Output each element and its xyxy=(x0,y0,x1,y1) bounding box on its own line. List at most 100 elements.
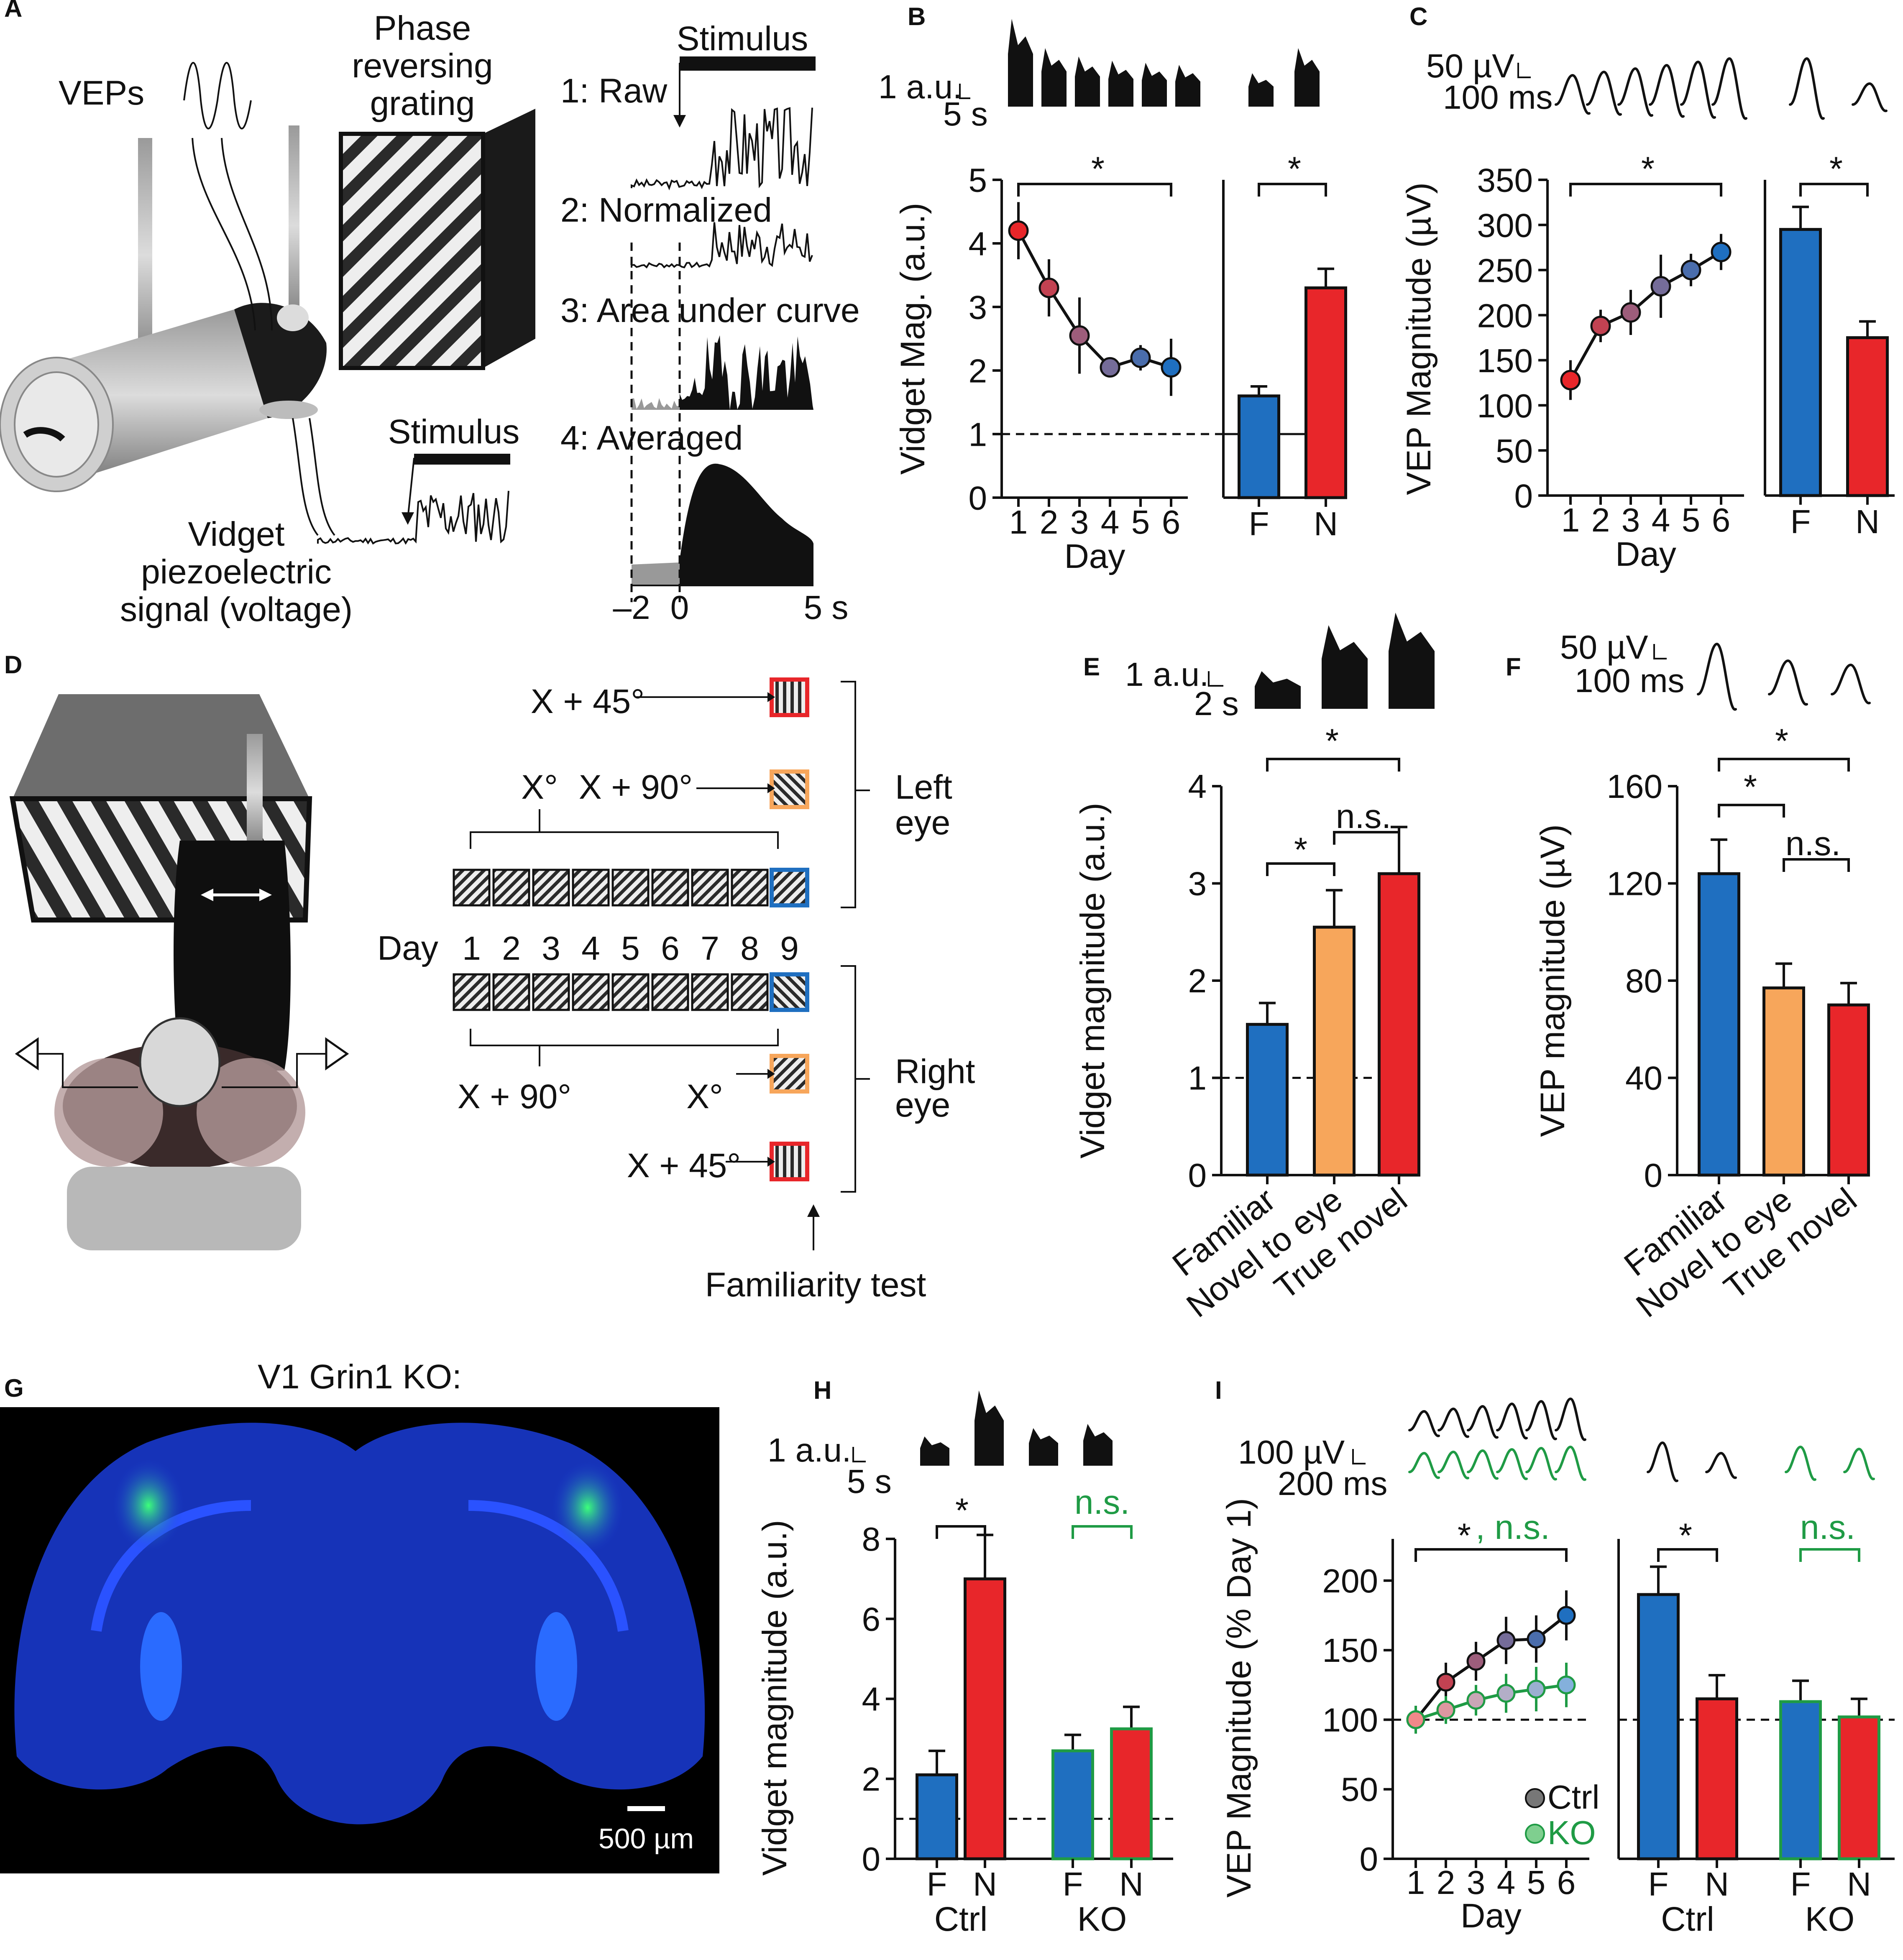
vep-wave xyxy=(1586,70,1622,116)
response-average xyxy=(680,463,813,585)
x-tick-label: 4 xyxy=(1497,1864,1516,1901)
step-raw: 1: Raw xyxy=(560,72,668,110)
significance-bracket xyxy=(936,1525,986,1539)
response-block xyxy=(1294,48,1320,107)
y-tick-label: 0 xyxy=(1360,1840,1379,1878)
x-tick-label: 5 xyxy=(1527,1864,1546,1901)
sig-star-1: * xyxy=(1775,722,1788,760)
piezo-wire-2 xyxy=(309,418,335,536)
x-tick-label: 3 xyxy=(1070,503,1089,541)
scale-y-label: 50 µV xyxy=(1426,47,1514,84)
arrow-head xyxy=(807,1204,820,1217)
bar xyxy=(1838,1715,1880,1860)
significance-bracket xyxy=(1414,1548,1568,1562)
label-x-top: X° xyxy=(521,768,558,806)
grating-screen xyxy=(339,132,485,370)
sig-star-2: * xyxy=(1294,831,1307,869)
test-plus45-top xyxy=(770,677,809,717)
signal-label-2: piezoelectric xyxy=(141,553,332,591)
vep-wave xyxy=(1852,82,1888,112)
x-tick-label: N xyxy=(1119,1865,1143,1903)
data-point xyxy=(1527,1679,1546,1699)
x-tick-label: 6 xyxy=(1712,501,1731,539)
legend-ko: KO xyxy=(1547,1814,1596,1851)
day-number: 2 xyxy=(502,930,521,967)
day-number: 5 xyxy=(621,930,640,967)
day-number: 9 xyxy=(780,930,799,967)
baseline-area xyxy=(632,398,680,410)
x-tick-label: N xyxy=(1855,503,1880,540)
d-post xyxy=(247,734,263,851)
ns-label: n.s. xyxy=(1785,825,1841,863)
brain-section xyxy=(14,1423,705,1825)
panel-g: G V1 Grin1 KO: 500 µm xyxy=(0,1358,719,1873)
data-point xyxy=(1406,1710,1425,1729)
piezo-trace xyxy=(317,491,509,545)
electrode-wire-2 xyxy=(221,138,273,331)
day-number: 3 xyxy=(542,930,560,967)
i-vep-traces xyxy=(1408,1397,1875,1482)
step1-trace xyxy=(631,107,813,191)
bar xyxy=(1246,1023,1289,1177)
time-tick-5s: 5 s xyxy=(804,589,849,626)
stimulus-cell-left xyxy=(651,869,689,907)
data-point xyxy=(1436,1700,1455,1720)
right-eye-2: eye xyxy=(895,1086,950,1124)
x-tick-label: F xyxy=(1249,505,1269,542)
day-number: 7 xyxy=(701,930,719,967)
hood-top xyxy=(13,694,309,799)
step-normalized: 2: Normalized xyxy=(560,191,772,229)
bracket-top xyxy=(470,831,779,849)
data-point xyxy=(1496,1684,1516,1703)
significance-bracket xyxy=(1258,183,1327,197)
y-tick-label: 50 xyxy=(1496,432,1533,470)
significance-bracket xyxy=(1799,1548,1860,1562)
vep-wave xyxy=(1843,1447,1875,1480)
bar xyxy=(1762,986,1805,1177)
bar xyxy=(1637,1593,1680,1860)
vep-wave xyxy=(1680,60,1716,119)
tube-inner xyxy=(14,371,99,478)
x-tick-label: 6 xyxy=(1162,503,1181,541)
arrow-head xyxy=(201,889,213,901)
x-tick-label: 6 xyxy=(1557,1864,1576,1901)
structure-left xyxy=(140,1612,182,1721)
sig-star: * xyxy=(1458,1517,1471,1555)
scale-y-label: 1 a.u. xyxy=(878,68,962,105)
panel-letter: H xyxy=(813,1376,831,1404)
stimulus-cell-left xyxy=(731,869,769,907)
vep-wave xyxy=(1711,57,1747,120)
vep-wave xyxy=(1555,74,1591,115)
response-area xyxy=(680,335,813,410)
scale-bar xyxy=(1352,1449,1366,1464)
label-plus90-bottom: X + 90° xyxy=(458,1078,571,1116)
grating-label-3: grating xyxy=(370,84,475,123)
vep-wave xyxy=(1437,1450,1469,1480)
y-tick-label: 0 xyxy=(969,480,987,517)
data-point xyxy=(1620,302,1641,323)
sig-star: * xyxy=(1091,150,1105,188)
y-tick-label: 3 xyxy=(1188,865,1207,902)
left-eye-1: Left xyxy=(895,768,952,806)
y-tick-label: 200 xyxy=(1477,297,1533,334)
data-point xyxy=(1008,220,1029,241)
stimulus-cell-right xyxy=(611,973,650,1011)
ground-wire-right xyxy=(222,1053,326,1088)
y-tick-label: 50 xyxy=(1341,1771,1378,1808)
y-tick-label: 0 xyxy=(862,1840,881,1878)
significance-bracket xyxy=(1072,1525,1133,1539)
vep-wave xyxy=(1496,1402,1528,1439)
panel-letter: D xyxy=(4,651,22,679)
ns-label: n.s. xyxy=(1336,797,1391,836)
veps-label: VEPs xyxy=(59,74,144,112)
y-tick-label: 4 xyxy=(969,225,987,263)
test-x-bottom xyxy=(770,1054,809,1094)
data-point xyxy=(1590,315,1611,336)
bar xyxy=(1779,1700,1822,1860)
data-point xyxy=(1711,242,1732,263)
vep-wave xyxy=(1496,1448,1528,1480)
y-tick-label: 6 xyxy=(862,1600,881,1638)
